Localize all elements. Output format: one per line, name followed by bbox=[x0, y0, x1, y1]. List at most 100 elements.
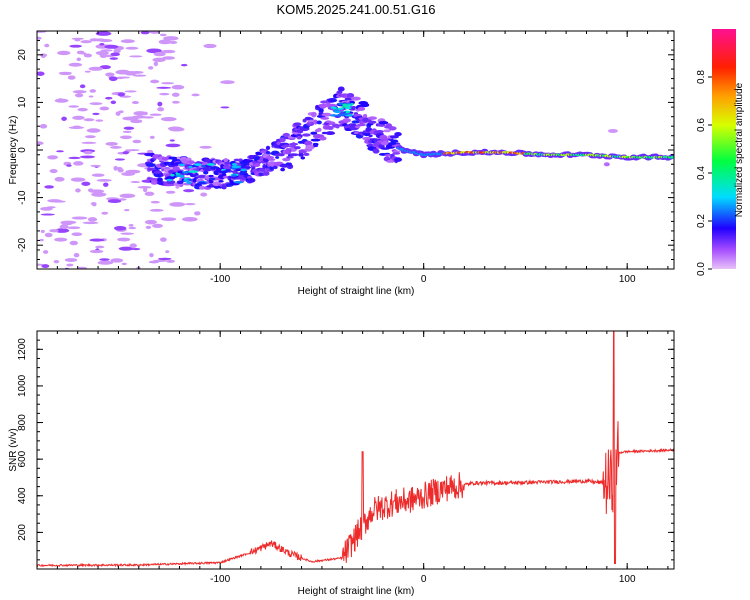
colorbar-label: Normalized spectral amplitude bbox=[734, 82, 745, 217]
figure-title: KOM5.2025.241.00.51.G16 bbox=[276, 2, 435, 17]
spectrogram-cell bbox=[326, 125, 334, 131]
snr-series-line bbox=[37, 331, 674, 568]
spectrogram-cell bbox=[95, 119, 104, 122]
spectrogram-cell bbox=[128, 226, 137, 230]
spectrogram-cell bbox=[95, 50, 109, 56]
spectrogram-cell bbox=[224, 169, 231, 172]
spectrogram-cell bbox=[67, 226, 81, 230]
spectrogram-cell bbox=[169, 40, 178, 44]
spectrogram-cell bbox=[302, 133, 311, 137]
spectrogram-cell bbox=[132, 139, 142, 144]
spectrogram-cell bbox=[165, 143, 181, 148]
spectrogram-cell bbox=[104, 44, 119, 49]
spectrogram-cell bbox=[296, 135, 302, 140]
spectrogram-cell bbox=[79, 155, 96, 159]
spectrogram-cell bbox=[265, 155, 275, 160]
spectrogram-cell bbox=[368, 134, 373, 138]
spectrogram-cell bbox=[330, 99, 338, 102]
spectrogram-cell bbox=[231, 163, 238, 166]
spectrogram-cell bbox=[166, 178, 173, 182]
spectrogram-cell bbox=[215, 167, 222, 172]
spectrogram-cell bbox=[95, 245, 105, 249]
spectrogram-cell bbox=[49, 169, 58, 174]
spectrogram-cell bbox=[105, 72, 115, 77]
spectrogram-cell bbox=[394, 157, 403, 162]
spectrogram-marks bbox=[37, 31, 674, 269]
spectrogram-cell bbox=[69, 240, 79, 246]
colorbar: 0.0 0.2 0.4 0.6 0.8 Normalized spectral ampl… bbox=[696, 29, 745, 276]
y-tick-label: 1200 bbox=[17, 338, 28, 361]
spectrogram-cell bbox=[169, 139, 175, 142]
y-tick-label: 10 bbox=[17, 96, 28, 108]
spectrogram-cell bbox=[88, 66, 104, 71]
spectrogram-cell bbox=[132, 74, 147, 77]
spectrogram-cell bbox=[131, 247, 141, 251]
spectrogram-cell bbox=[372, 148, 380, 154]
spectrogram-cell bbox=[159, 33, 167, 37]
spectrogram-cell bbox=[40, 206, 53, 211]
spectrogram-cell bbox=[142, 187, 148, 193]
spectrogram-cell bbox=[44, 43, 50, 48]
spectrogram-cell bbox=[71, 216, 88, 220]
spectrogram-cell bbox=[144, 219, 157, 225]
spectrogram-cell bbox=[163, 36, 179, 41]
snr-xlabel: Height of straight line (km) bbox=[298, 586, 415, 597]
spectrogram-cell bbox=[287, 162, 292, 167]
spectrogram-cell bbox=[88, 95, 94, 98]
spectrogram-cell bbox=[39, 238, 44, 242]
spectrogram-cell bbox=[73, 161, 84, 166]
spectrogram-cell bbox=[91, 173, 105, 177]
spectrogram-cell bbox=[149, 113, 162, 116]
spectrogram-cell bbox=[125, 46, 139, 50]
spectrogram-cell bbox=[198, 185, 206, 190]
spectrogram-cell bbox=[357, 106, 366, 111]
spectrogram-cell bbox=[95, 31, 112, 36]
spectrogram-cell bbox=[276, 153, 285, 157]
spectrogram-cell bbox=[130, 119, 143, 124]
spectrogram-cell bbox=[346, 93, 355, 98]
spectrogram-cell bbox=[110, 52, 120, 57]
spectrogram-cell bbox=[187, 160, 195, 165]
spectrogram-cell bbox=[81, 141, 97, 144]
spectrogram-cell bbox=[89, 89, 97, 93]
spectrogram-cell bbox=[247, 177, 256, 183]
spectrogram-cell bbox=[149, 208, 164, 212]
spectrogram-cell bbox=[220, 106, 230, 109]
spectrogram-cell bbox=[96, 179, 112, 182]
spectrogram-cell bbox=[120, 232, 135, 235]
spectrogram-cell bbox=[115, 111, 121, 116]
spectrogram-cell bbox=[222, 175, 229, 179]
spectrogram-cell bbox=[166, 259, 176, 263]
spectrogram-cell bbox=[223, 158, 229, 163]
spectrogram-cell bbox=[670, 155, 674, 159]
spectrogram-cell bbox=[337, 86, 345, 92]
spectrogram-cell bbox=[99, 258, 110, 261]
y-tick-label: 200 bbox=[17, 524, 28, 541]
spectrogram-cell bbox=[394, 132, 402, 137]
spectrogram-cell bbox=[47, 155, 58, 160]
spectrogram-cell bbox=[337, 113, 346, 116]
spectrogram-cell bbox=[344, 97, 353, 101]
spectrogram-cell bbox=[90, 202, 97, 206]
y-tick-label: 1000 bbox=[17, 374, 28, 397]
spectrogram-cell bbox=[178, 163, 185, 167]
spectrogram-cell bbox=[231, 174, 237, 177]
spectrogram-cell bbox=[284, 149, 292, 155]
spectrogram-cell bbox=[82, 221, 99, 225]
spectrogram-cell bbox=[156, 86, 172, 89]
spectrogram-cell bbox=[392, 152, 401, 155]
spectrogram-cell bbox=[171, 100, 180, 104]
spectrogram-cell bbox=[158, 257, 172, 261]
spectrogram-cell bbox=[177, 170, 183, 174]
spectrogram-cell bbox=[378, 120, 389, 125]
spectrogram-cell bbox=[108, 76, 118, 82]
spectrogram-cell bbox=[89, 249, 104, 254]
spectrogram-cell bbox=[330, 106, 337, 109]
spectrogram-cell bbox=[61, 116, 67, 121]
spectrogram-cell bbox=[362, 113, 368, 119]
colorbar-tick-label: 0.4 bbox=[696, 166, 707, 180]
spectrogram-cell bbox=[67, 75, 76, 80]
spectrogram-cell bbox=[79, 84, 86, 89]
spectrogram-cell bbox=[76, 50, 85, 55]
spectrogram-cell bbox=[253, 162, 261, 167]
